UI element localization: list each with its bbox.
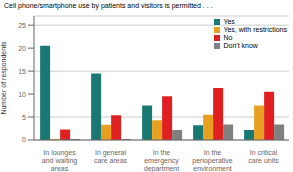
svg-text:In loungesand waitingareas: In loungesand waitingareas [42,149,78,172]
svg-text:20: 20 [18,45,26,52]
html-text:Yes: Yes [223,18,235,25]
svg-text:In criticalcare units: In criticalcare units [248,149,279,164]
html-text:No: No [223,34,233,41]
svg-text:5: 5 [22,114,26,121]
svg-text:Number of respondents: Number of respondents [8,41,9,115]
svg-text:In theemergencydepartment: In theemergencydepartment [144,149,180,172]
html-text:Cell phone/smartphone use by p: Cell phone/smartphone use by patients an… [4,2,213,9]
svg-text:25: 25 [18,22,26,29]
svg-text:0: 0 [22,136,26,143]
html-text:Don't know: Don't know [223,42,258,49]
svg-text:10: 10 [18,91,26,98]
svg-text:15: 15 [18,68,26,75]
svg-text:In theperioperativeenvironment: In theperioperativeenvironment [192,149,233,172]
html-text:Yes, with restrictions: Yes, with restrictions [223,26,287,33]
svg-text:In generalcare areas: In generalcare areas [94,149,128,164]
